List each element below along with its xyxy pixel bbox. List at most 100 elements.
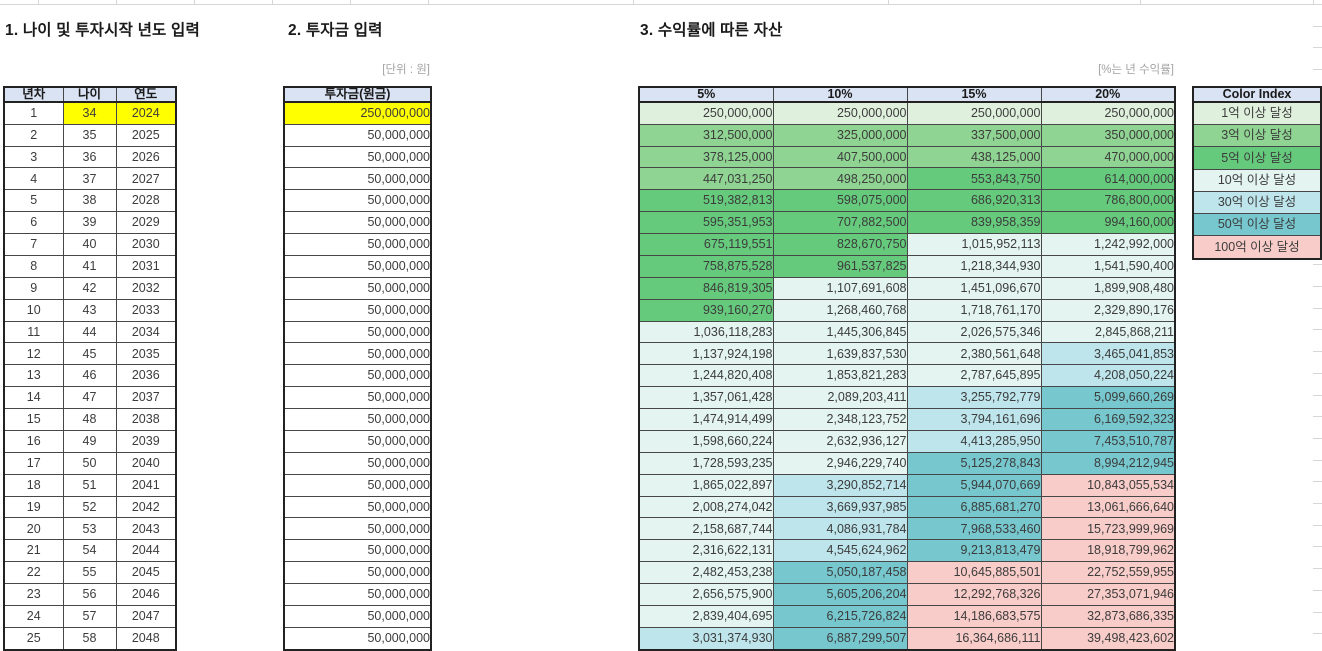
- asset-cell[interactable]: 6,215,726,824: [772, 604, 908, 628]
- asset-cell[interactable]: 686,920,313: [906, 189, 1042, 213]
- asset-cell[interactable]: 1,639,837,530: [772, 342, 908, 366]
- investment-cell[interactable]: 50,000,000: [283, 364, 432, 388]
- year-index-cell[interactable]: 6: [3, 211, 64, 235]
- year-cell[interactable]: 2038: [115, 408, 177, 431]
- year-cell[interactable]: 2048: [115, 626, 177, 651]
- asset-cell[interactable]: 4,413,285,950: [906, 429, 1042, 453]
- asset-cell[interactable]: 3,465,041,853: [1040, 342, 1176, 366]
- year-index-cell[interactable]: 19: [3, 495, 64, 519]
- year-cell[interactable]: 2043: [115, 517, 177, 541]
- year-index-cell[interactable]: 16: [3, 429, 64, 453]
- year-index-cell[interactable]: 8: [3, 254, 64, 278]
- asset-cell[interactable]: 2,632,936,127: [772, 429, 908, 453]
- investment-cell[interactable]: 50,000,000: [283, 298, 432, 322]
- age-cell[interactable]: 57: [62, 604, 117, 628]
- asset-cell[interactable]: 1,899,908,480: [1040, 276, 1176, 300]
- asset-cell[interactable]: 758,875,528: [638, 254, 774, 278]
- asset-cell[interactable]: 470,000,000: [1040, 145, 1176, 169]
- asset-cell[interactable]: 3,031,374,930: [638, 626, 774, 651]
- asset-cell[interactable]: 14,186,683,575: [906, 604, 1042, 628]
- year-cell[interactable]: 2026: [115, 145, 177, 169]
- age-cell[interactable]: 42: [62, 276, 117, 300]
- asset-cell[interactable]: 1,137,924,198: [638, 342, 774, 366]
- year-index-cell[interactable]: 7: [3, 233, 64, 256]
- year-index-cell[interactable]: 13: [3, 364, 64, 388]
- asset-cell[interactable]: 4,208,050,224: [1040, 364, 1176, 388]
- investment-cell[interactable]: 50,000,000: [283, 386, 432, 410]
- asset-cell[interactable]: 2,089,203,411: [772, 386, 908, 410]
- investment-cell[interactable]: 50,000,000: [283, 583, 432, 606]
- year-cell[interactable]: 2046: [115, 583, 177, 606]
- asset-cell[interactable]: 839,958,359: [906, 211, 1042, 235]
- asset-cell[interactable]: 6,169,592,323: [1040, 408, 1176, 431]
- asset-cell[interactable]: 786,800,000: [1040, 189, 1176, 213]
- age-cell[interactable]: 44: [62, 320, 117, 344]
- investment-cell[interactable]: 50,000,000: [283, 123, 432, 147]
- year-index-cell[interactable]: 3: [3, 145, 64, 169]
- age-cell[interactable]: 38: [62, 189, 117, 213]
- asset-cell[interactable]: 675,119,551: [638, 233, 774, 256]
- age-cell[interactable]: 46: [62, 364, 117, 388]
- asset-cell[interactable]: 1,474,914,499: [638, 408, 774, 431]
- asset-cell[interactable]: 2,839,404,695: [638, 604, 774, 628]
- asset-cell[interactable]: 707,882,500: [772, 211, 908, 235]
- year-cell[interactable]: 2044: [115, 539, 177, 563]
- year-index-cell[interactable]: 11: [3, 320, 64, 344]
- year-index-cell[interactable]: 1: [3, 101, 64, 125]
- asset-cell[interactable]: 2,348,123,752: [772, 408, 908, 431]
- age-cell[interactable]: 37: [62, 167, 117, 191]
- age-cell[interactable]: 36: [62, 145, 117, 169]
- asset-cell[interactable]: 10,843,055,534: [1040, 473, 1176, 497]
- year-cell[interactable]: 2040: [115, 451, 177, 475]
- investment-cell[interactable]: 50,000,000: [283, 276, 432, 300]
- year-index-cell[interactable]: 18: [3, 473, 64, 497]
- asset-cell[interactable]: 337,500,000: [906, 123, 1042, 147]
- asset-cell[interactable]: 1,541,590,400: [1040, 254, 1176, 278]
- asset-cell[interactable]: 1,451,096,670: [906, 276, 1042, 300]
- age-cell[interactable]: 47: [62, 386, 117, 410]
- investment-cell[interactable]: 50,000,000: [283, 167, 432, 191]
- asset-cell[interactable]: 498,250,000: [772, 167, 908, 191]
- investment-cell[interactable]: 50,000,000: [283, 561, 432, 585]
- investment-cell[interactable]: 50,000,000: [283, 495, 432, 519]
- investment-cell[interactable]: 50,000,000: [283, 539, 432, 563]
- age-cell[interactable]: 55: [62, 561, 117, 585]
- asset-cell[interactable]: 2,845,868,211: [1040, 320, 1176, 344]
- asset-cell[interactable]: 939,160,270: [638, 298, 774, 322]
- year-cell[interactable]: 2039: [115, 429, 177, 453]
- asset-cell[interactable]: 2,158,687,744: [638, 517, 774, 541]
- year-cell[interactable]: 2035: [115, 342, 177, 366]
- asset-cell[interactable]: 2,656,575,900: [638, 583, 774, 606]
- asset-cell[interactable]: 2,380,561,648: [906, 342, 1042, 366]
- investment-cell[interactable]: 50,000,000: [283, 233, 432, 256]
- asset-cell[interactable]: 8,994,212,945: [1040, 451, 1176, 475]
- asset-cell[interactable]: 595,351,953: [638, 211, 774, 235]
- year-cell-input[interactable]: 2024: [115, 101, 177, 125]
- asset-cell[interactable]: 598,075,000: [772, 189, 908, 213]
- asset-cell[interactable]: 250,000,000: [1040, 101, 1176, 125]
- asset-cell[interactable]: 2,008,274,042: [638, 495, 774, 519]
- asset-cell[interactable]: 2,316,622,131: [638, 539, 774, 563]
- year-cell[interactable]: 2032: [115, 276, 177, 300]
- asset-cell[interactable]: 2,787,645,895: [906, 364, 1042, 388]
- asset-cell[interactable]: 614,000,000: [1040, 167, 1176, 191]
- asset-cell[interactable]: 447,031,250: [638, 167, 774, 191]
- age-cell[interactable]: 56: [62, 583, 117, 606]
- asset-cell[interactable]: 27,353,071,946: [1040, 583, 1176, 606]
- year-index-cell[interactable]: 9: [3, 276, 64, 300]
- year-index-cell[interactable]: 14: [3, 386, 64, 410]
- investment-cell[interactable]: 50,000,000: [283, 451, 432, 475]
- asset-cell[interactable]: 438,125,000: [906, 145, 1042, 169]
- asset-cell[interactable]: 1,853,821,283: [772, 364, 908, 388]
- year-cell[interactable]: 2028: [115, 189, 177, 213]
- year-cell[interactable]: 2045: [115, 561, 177, 585]
- asset-cell[interactable]: 961,537,825: [772, 254, 908, 278]
- investment-cell[interactable]: 50,000,000: [283, 342, 432, 366]
- investment-cell[interactable]: 50,000,000: [283, 604, 432, 628]
- year-index-cell[interactable]: 24: [3, 604, 64, 628]
- investment-input-cell[interactable]: 250,000,000: [283, 101, 432, 125]
- age-cell[interactable]: 39: [62, 211, 117, 235]
- year-cell[interactable]: 2037: [115, 386, 177, 410]
- year-index-cell[interactable]: 12: [3, 342, 64, 366]
- age-cell[interactable]: 49: [62, 429, 117, 453]
